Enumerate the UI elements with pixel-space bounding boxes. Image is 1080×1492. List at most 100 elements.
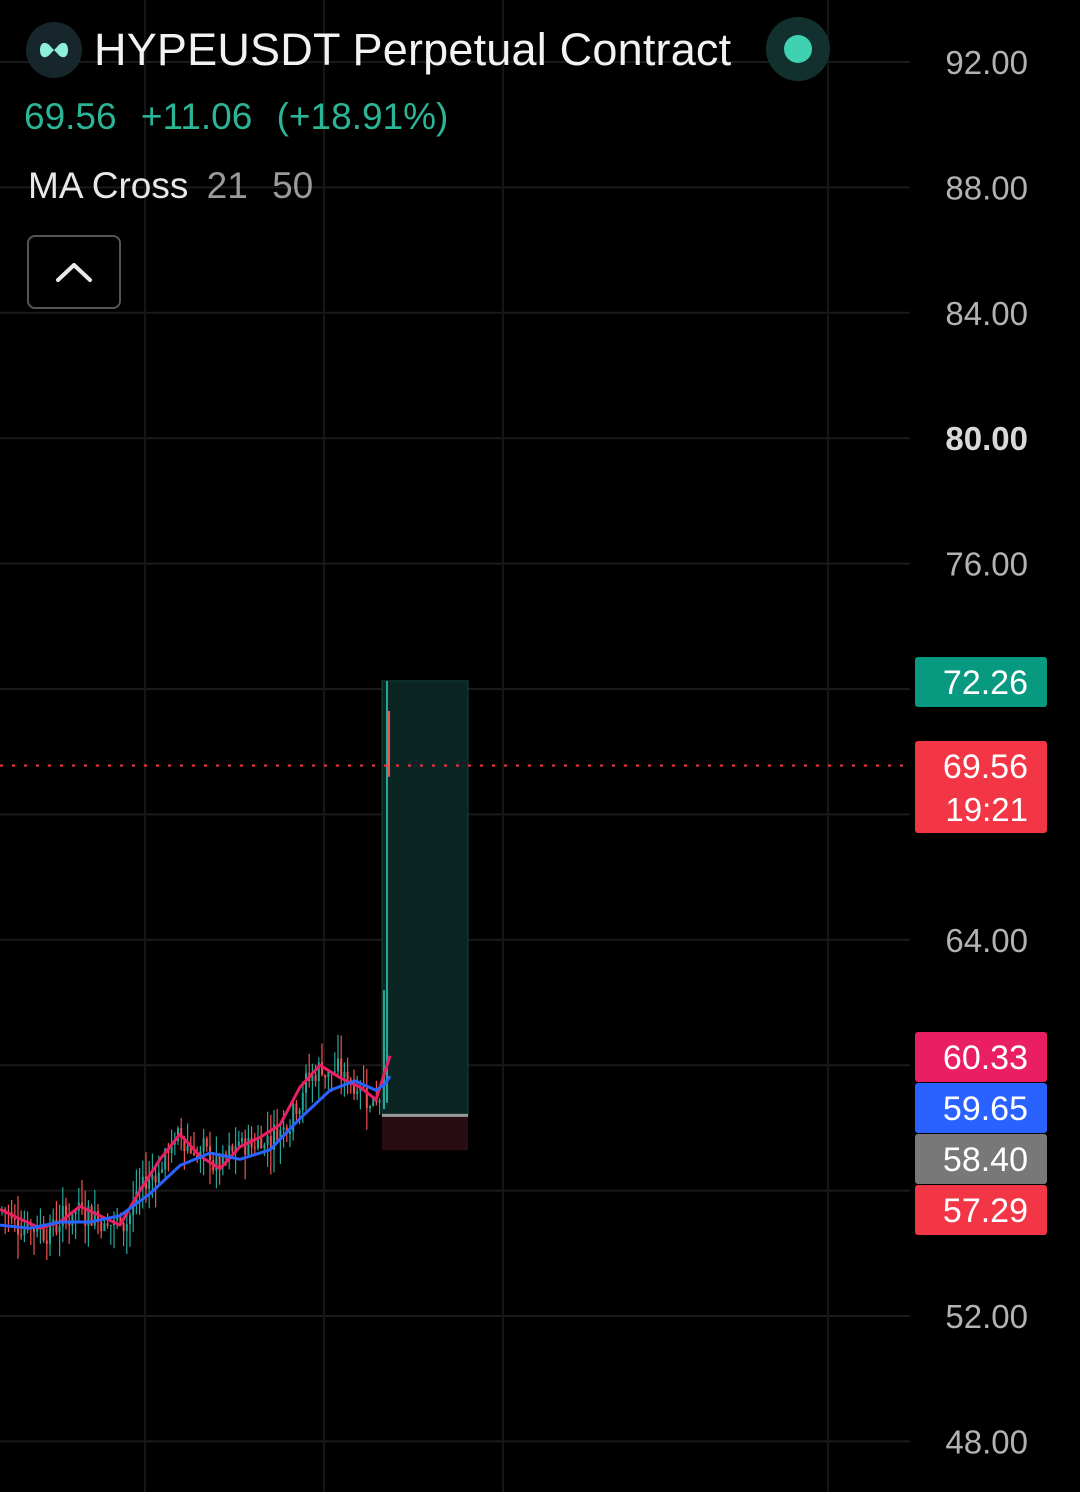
candle-body bbox=[141, 1176, 144, 1188]
candle-body bbox=[247, 1138, 250, 1155]
candle-body bbox=[151, 1175, 154, 1180]
price-label-stop-loss-text: 57.29 bbox=[943, 1192, 1028, 1230]
price-label-entry bbox=[915, 1134, 1047, 1184]
candle-body bbox=[164, 1148, 167, 1170]
candle-body bbox=[301, 1092, 304, 1111]
candle-body bbox=[260, 1137, 263, 1149]
candle-body bbox=[58, 1226, 61, 1233]
axis-tick-label: 64.00 bbox=[945, 922, 1028, 959]
candle-body bbox=[183, 1137, 186, 1152]
candle-body bbox=[36, 1227, 39, 1232]
candle-body bbox=[321, 1062, 323, 1075]
candle-body bbox=[45, 1240, 48, 1244]
candle-body bbox=[346, 1071, 349, 1080]
price-axis-labels: 72.26 69.56 19:21 60.33 59.65 58.40 57.29 bbox=[915, 657, 1047, 1235]
market-open-dot-icon bbox=[766, 17, 830, 81]
candle-body bbox=[295, 1103, 298, 1114]
candle-body bbox=[61, 1205, 64, 1227]
profit-zone bbox=[381, 680, 469, 1116]
candle-body bbox=[125, 1224, 128, 1232]
price-label-ma-21 bbox=[915, 1032, 1047, 1082]
candle-body bbox=[157, 1172, 160, 1183]
candle-body bbox=[196, 1155, 199, 1158]
long-position-tool[interactable] bbox=[381, 680, 469, 1151]
price-label-ma-21-text: 60.33 bbox=[943, 1039, 1028, 1077]
price-label-last-price-text: 69.56 bbox=[943, 748, 1028, 786]
price-change-row: 69.56 +11.06 (+18.91%) bbox=[24, 96, 462, 138]
candle-body bbox=[193, 1153, 195, 1156]
bar-countdown-text: 19:21 bbox=[945, 791, 1028, 828]
price-label-ma-50-text: 59.65 bbox=[943, 1090, 1028, 1128]
candle-body bbox=[180, 1128, 183, 1138]
axis-tick-label: 76.00 bbox=[945, 546, 1028, 583]
axis-tick-label: 48.00 bbox=[945, 1423, 1028, 1460]
candle-body bbox=[26, 1222, 29, 1228]
chart-header: HYPEUSDT Perpetual Contract 69.56 +11.06… bbox=[0, 0, 910, 330]
candle-body bbox=[353, 1082, 355, 1095]
candle-body bbox=[369, 1105, 371, 1108]
candle-body bbox=[84, 1208, 87, 1226]
candle-body bbox=[49, 1225, 51, 1244]
candle-body bbox=[298, 1110, 301, 1114]
candle-body bbox=[218, 1156, 221, 1168]
candle-body bbox=[276, 1124, 279, 1141]
candle-body bbox=[186, 1145, 189, 1152]
candle-body bbox=[109, 1224, 112, 1226]
candle-body bbox=[234, 1146, 237, 1151]
candle-body bbox=[74, 1210, 77, 1215]
candle-body bbox=[161, 1169, 163, 1173]
collapse-legend-button[interactable] bbox=[27, 235, 121, 309]
axis-tick-label: 52.00 bbox=[945, 1298, 1028, 1335]
candle-body bbox=[378, 1100, 381, 1103]
candle-body bbox=[305, 1073, 307, 1093]
price-label-entry-text: 58.40 bbox=[943, 1141, 1028, 1179]
candle-body bbox=[129, 1215, 131, 1225]
price-label-last-price bbox=[915, 741, 1047, 833]
candle-body bbox=[189, 1145, 192, 1154]
candle-body bbox=[221, 1153, 224, 1168]
price-label-stop-loss bbox=[915, 1185, 1047, 1235]
candle-body bbox=[337, 1058, 339, 1072]
candle-body bbox=[317, 1062, 320, 1082]
candle-body bbox=[241, 1138, 243, 1142]
candle-body bbox=[289, 1131, 291, 1134]
ma-ma50-line bbox=[0, 1075, 392, 1230]
candle-body bbox=[228, 1145, 231, 1157]
indicator-param-fast: 21 bbox=[206, 165, 248, 206]
candle-body bbox=[343, 1071, 346, 1077]
candle-body bbox=[292, 1103, 295, 1132]
candle-body bbox=[65, 1205, 67, 1221]
candle-body bbox=[314, 1075, 317, 1082]
axis-tick-label: 88.00 bbox=[945, 169, 1028, 206]
indicator-name: MA Cross bbox=[28, 165, 189, 206]
candle-body bbox=[237, 1141, 240, 1147]
candle-body bbox=[231, 1145, 234, 1151]
candle-body bbox=[132, 1203, 135, 1216]
candle-body bbox=[263, 1144, 266, 1149]
candle-body bbox=[170, 1144, 173, 1153]
candle-body bbox=[311, 1075, 314, 1082]
hyperliquid-logo-icon bbox=[26, 22, 82, 78]
candle-body bbox=[324, 1074, 327, 1078]
indicator-legend[interactable]: MA Cross 21 50 bbox=[28, 165, 327, 207]
chevron-up-icon bbox=[56, 263, 92, 282]
last-price-value: 69.56 bbox=[24, 96, 117, 137]
moving-average-lines bbox=[0, 1055, 392, 1230]
price-label-ma-50 bbox=[915, 1083, 1047, 1133]
candle-body bbox=[71, 1214, 74, 1226]
candle-body bbox=[266, 1135, 269, 1145]
candle-body bbox=[81, 1202, 83, 1209]
candle-body bbox=[42, 1227, 45, 1241]
price-axis[interactable]: 92.00 88.00 84.00 80.00 76.00 64.00 52.00 48.00 bbox=[945, 44, 1028, 1460]
candle-body bbox=[103, 1223, 106, 1232]
candle-body bbox=[97, 1211, 99, 1222]
axis-tick-label: 80.00 bbox=[945, 420, 1028, 457]
candlestick-series bbox=[1, 680, 390, 1260]
candle-body bbox=[119, 1214, 122, 1223]
indicator-param-slow: 50 bbox=[272, 165, 314, 206]
candle-body bbox=[365, 1087, 368, 1108]
candle-body bbox=[93, 1211, 96, 1226]
candle-body bbox=[362, 1086, 365, 1088]
symbol-title[interactable]: HYPEUSDT Perpetual Contract bbox=[94, 24, 732, 75]
